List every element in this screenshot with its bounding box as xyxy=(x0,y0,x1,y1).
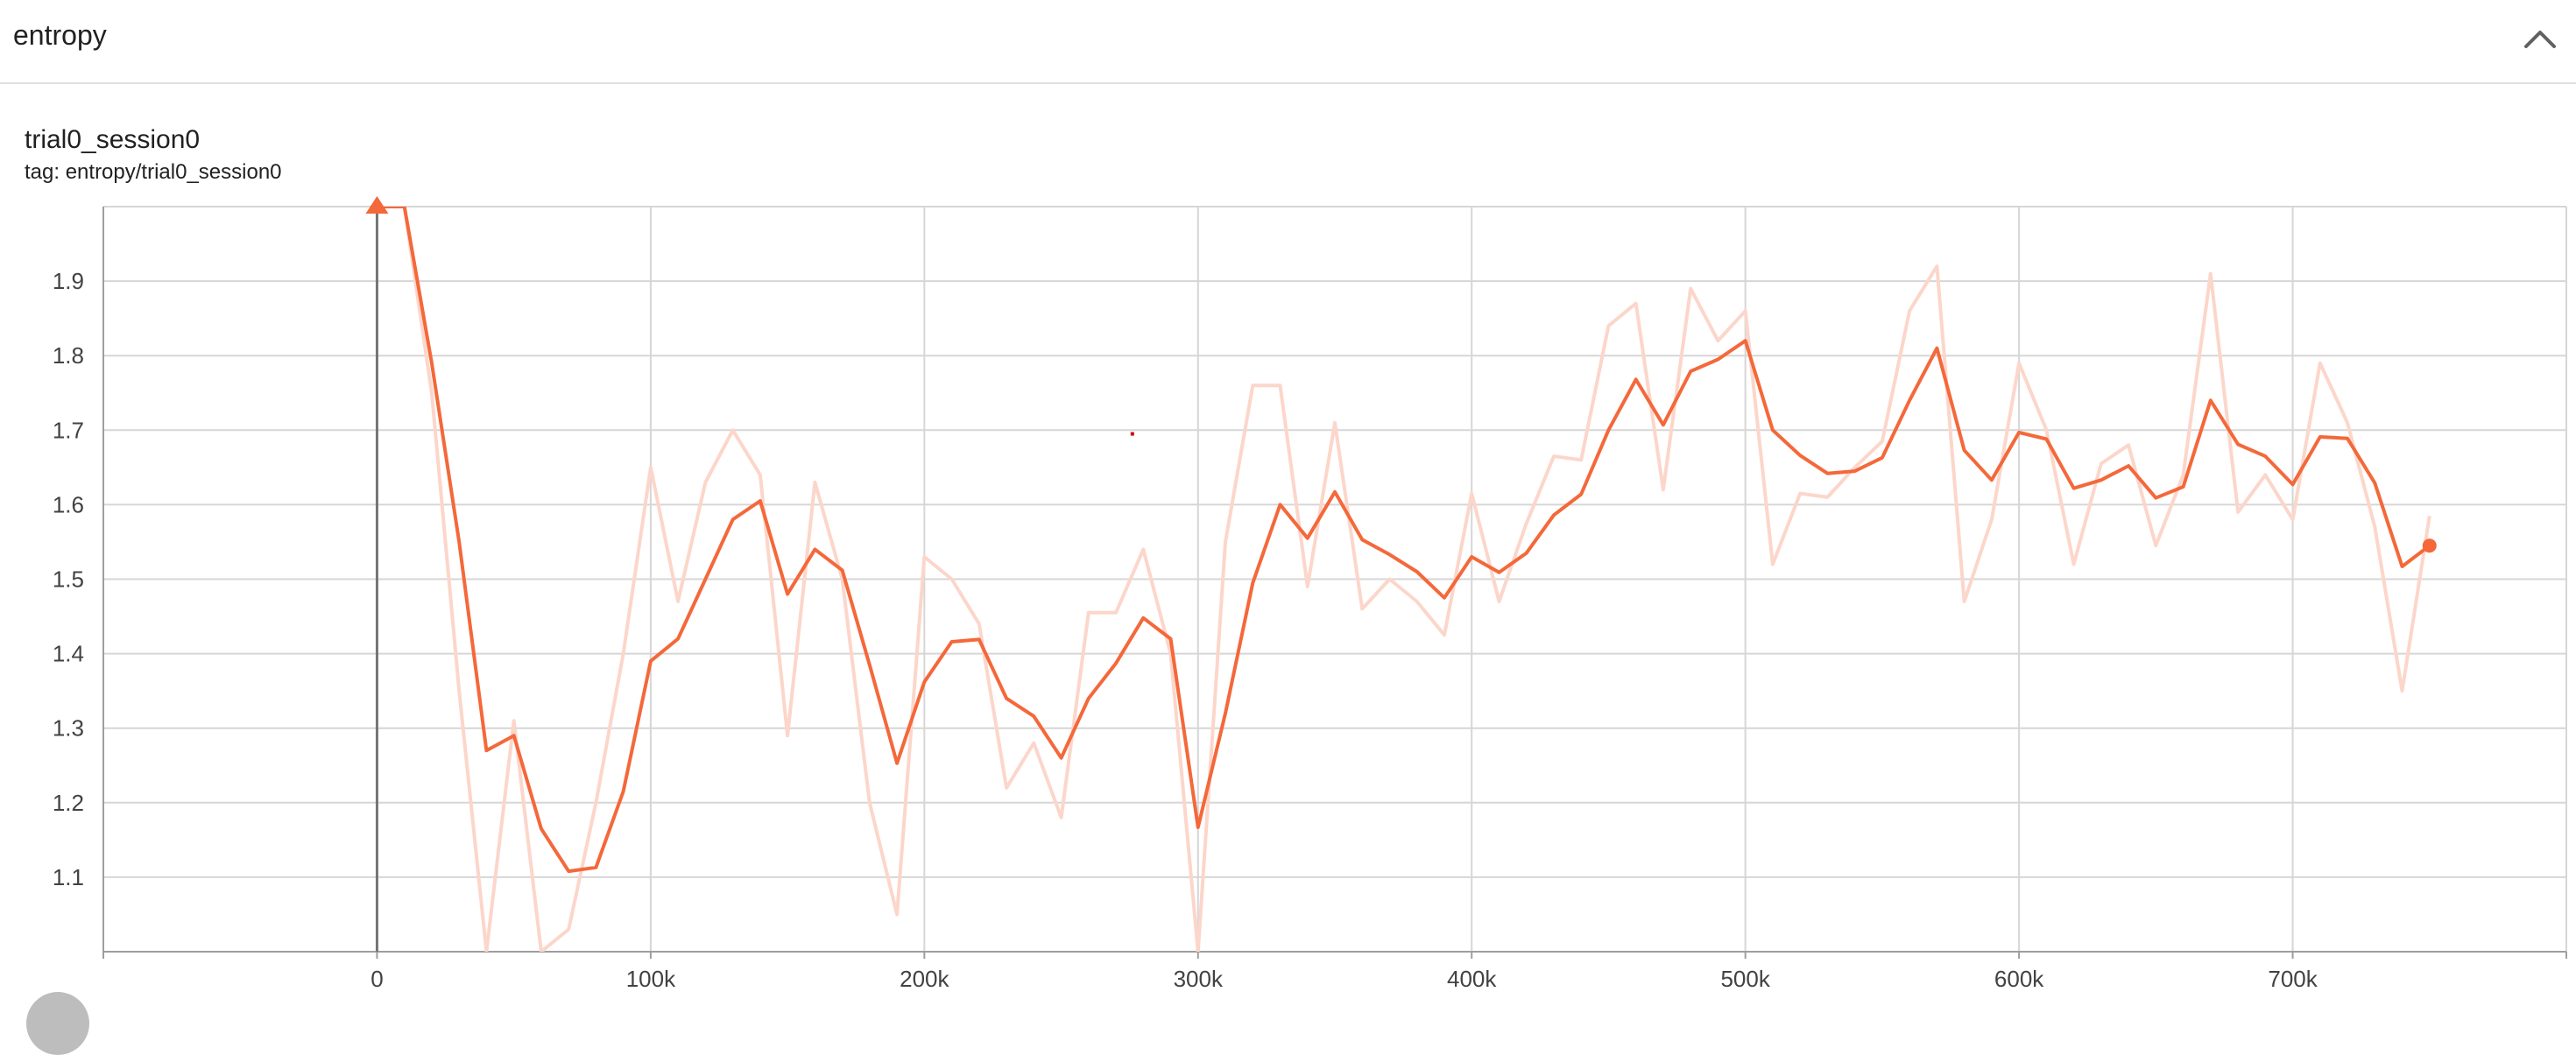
y-tick-label: 1.4 xyxy=(53,641,84,667)
x-tick-label: 400k xyxy=(1447,966,1497,992)
y-tick-label: 1.8 xyxy=(53,342,84,369)
y-tick-label: 1.5 xyxy=(53,566,84,593)
outlier-marker-dot xyxy=(1130,432,1134,436)
axis-layer xyxy=(102,207,2567,959)
smoothed-series-line xyxy=(377,207,2431,874)
x-tick-label: 0 xyxy=(371,966,383,992)
card-title: entropy xyxy=(13,19,107,51)
x-tick-label: 300k xyxy=(1174,966,1224,992)
run-tag: tag: entropy/trial0_session0 xyxy=(25,160,282,184)
x-tick-label: 100k xyxy=(626,966,676,992)
y-tick-label: 1.7 xyxy=(53,417,84,443)
y-tick-label: 1.6 xyxy=(53,491,84,517)
x-tick-label: 200k xyxy=(900,966,949,992)
scalar-chart[interactable]: 1.1 1.2 1.3 1.4 1.5 1.6 1.7 1.8 1.9 0 100k 200k 300k… xyxy=(0,0,2576,1009)
series-start-marker xyxy=(365,196,389,214)
x-tick-label: 500k xyxy=(1720,966,1770,992)
grid-layer xyxy=(103,206,2567,952)
y-tick-label: 1.3 xyxy=(53,715,84,742)
smoothed-series-layer xyxy=(377,207,2431,874)
x-tick-label: 700k xyxy=(2268,966,2318,992)
raw-series-line xyxy=(377,207,2431,952)
collapse-button[interactable] xyxy=(2519,19,2561,61)
series-end-point xyxy=(2422,538,2437,553)
run-title: trial0_session0 xyxy=(25,125,201,154)
bottom-action-button[interactable] xyxy=(26,992,89,1055)
x-tick-label: 600k xyxy=(1994,966,2044,992)
tick-label-layer: 1.1 1.2 1.3 1.4 1.5 1.6 1.7 1.8 1.9 0 100k 200k 300k… xyxy=(53,268,2318,992)
y-tick-label: 1.2 xyxy=(53,790,84,816)
card-header: entropy xyxy=(0,0,2576,84)
marker-layer xyxy=(365,196,2437,553)
y-tick-label: 1.9 xyxy=(53,268,84,294)
raw-series-layer xyxy=(377,207,2431,952)
chevron-up-icon xyxy=(2524,31,2556,48)
y-tick-label: 1.1 xyxy=(53,864,84,890)
